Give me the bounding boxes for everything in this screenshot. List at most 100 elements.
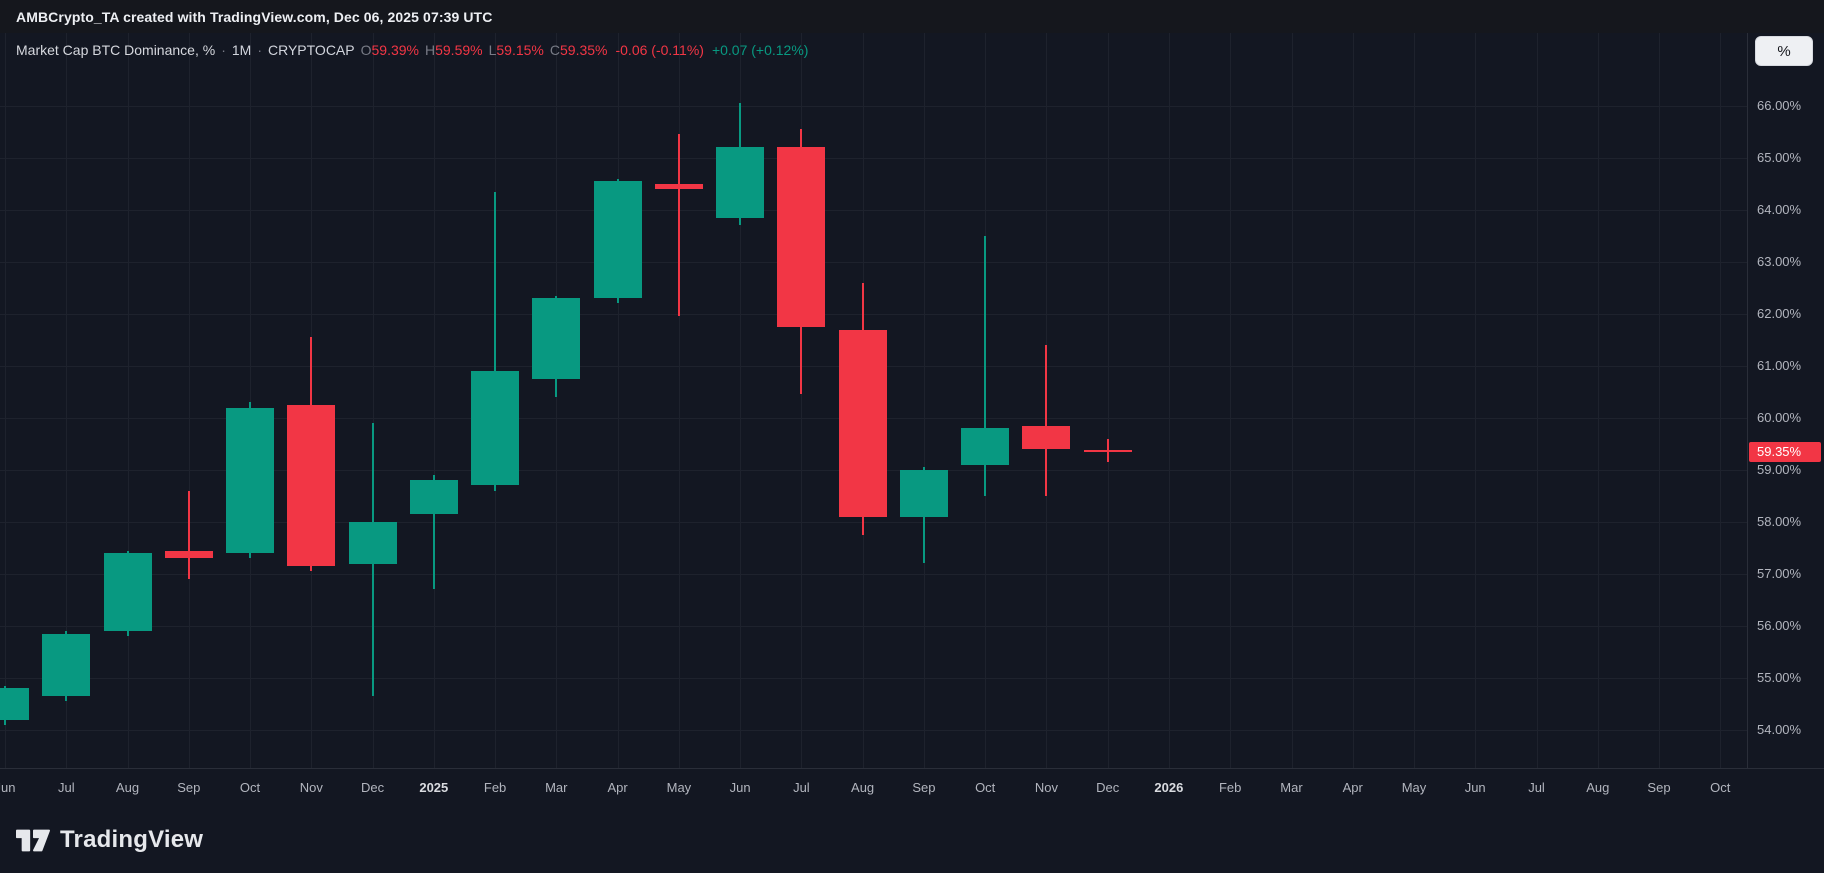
- candle: [838, 329, 887, 517]
- extended-change-value: +0.07 (+0.12%): [711, 42, 809, 58]
- time-scale[interactable]: Jun Jul Aug Sep Oct Nov Dec 2025 Feb Mar Apr May Jun…: [0, 768, 1747, 806]
- grid-line-h: [0, 626, 1747, 627]
- grid-line-v: [617, 33, 619, 768]
- time-tick-label: Oct: [239, 780, 261, 795]
- legend: Market Cap BTC Dominance, % · 1M · CRYPT…: [16, 41, 808, 59]
- candle: [348, 522, 397, 564]
- grid-line-v: [1352, 33, 1354, 768]
- time-tick-label: Oct: [975, 780, 996, 795]
- candle: [471, 371, 520, 486]
- time-tick-label: Sep: [1647, 780, 1671, 795]
- grid-line-v: [801, 33, 803, 768]
- time-tick-label: Feb: [483, 780, 507, 795]
- grid-line-v: [188, 33, 190, 768]
- attribution-bar: AMBCrypto_TA created with TradingView.co…: [0, 0, 1824, 33]
- grid-line-v: [556, 33, 558, 768]
- time-tick-label: Aug: [115, 780, 140, 795]
- time-tick-label: Jun: [1464, 780, 1486, 795]
- time-tick-label: 2025: [419, 780, 449, 795]
- time-tick-label: Mar: [1280, 780, 1303, 795]
- price-tick-label: 66.00%: [1757, 97, 1802, 113]
- time-tick-label: May: [1401, 780, 1427, 795]
- time-tick-label: Jun: [0, 780, 16, 795]
- time-tick-label: Jul: [57, 780, 75, 795]
- tradingview-logo[interactable]: TradingView: [16, 820, 203, 860]
- price-tick-label: 60.00%: [1757, 409, 1802, 425]
- candle: [532, 298, 581, 379]
- candle: [0, 688, 29, 720]
- grid-line-h: [0, 105, 1747, 107]
- grid-line-v: [372, 33, 374, 768]
- grid-line-v: [250, 33, 251, 768]
- candle: [103, 553, 152, 632]
- grid-line-h: [0, 522, 1747, 523]
- change-value: -0.06 (-0.11%): [615, 42, 704, 58]
- candle: [716, 147, 765, 218]
- candle-wick: [494, 191, 497, 491]
- legend-separator: ·: [257, 42, 262, 58]
- grid-line-v: [1230, 33, 1232, 768]
- candle: [42, 633, 91, 697]
- candle: [164, 550, 213, 559]
- grid-line-v: [1720, 33, 1722, 768]
- price-tick-label: 61.00%: [1757, 357, 1802, 373]
- grid-line-h: [0, 313, 1747, 315]
- time-tick-label: Aug: [851, 780, 875, 795]
- time-tick-label: Sep: [177, 780, 201, 795]
- price-tick-label: 56.00%: [1757, 618, 1802, 633]
- symbol-title[interactable]: Market Cap BTC Dominance, %: [16, 42, 216, 58]
- legend-separator: ·: [221, 42, 226, 58]
- grid-line-v: [923, 33, 925, 768]
- ohlc-high: H 59.59%: [424, 42, 483, 58]
- grid-line-v: [127, 33, 129, 768]
- plot-area[interactable]: [0, 33, 1747, 768]
- grid-line-v: [1414, 33, 1415, 768]
- candle: [287, 404, 336, 567]
- candle-wick: [677, 134, 680, 317]
- price-tick-label: 57.00%: [1757, 566, 1802, 581]
- grid-line-v: [1475, 33, 1477, 768]
- grid-line-v: [740, 33, 742, 768]
- time-tick-label: Dec: [361, 780, 385, 795]
- candle: [409, 480, 458, 515]
- exchange-label: CRYPTOCAP: [267, 42, 355, 58]
- price-tick-label: 59.00%: [1757, 461, 1802, 477]
- price-tick-label: 55.00%: [1757, 670, 1802, 685]
- time-tick-label: Apr: [1342, 780, 1363, 795]
- time-scale-corner: [1747, 768, 1824, 806]
- price-tick-label: 62.00%: [1757, 305, 1802, 321]
- candle: [593, 181, 642, 299]
- grid-line-v: [1168, 33, 1170, 768]
- tradingview-logo-icon: [16, 828, 50, 853]
- time-tick-label: Sep: [912, 780, 936, 795]
- grid-line-h: [0, 678, 1747, 679]
- grid-line-v: [1536, 33, 1538, 768]
- grid-line-v: [1597, 33, 1599, 768]
- attribution-text: AMBCrypto_TA created with TradingView.co…: [16, 8, 493, 25]
- price-scale[interactable]: % 59.35% 66.00% 65.00% 64.00% 63.00% 62.00% 6…: [1747, 33, 1824, 768]
- price-tick-label: 63.00%: [1757, 253, 1802, 269]
- time-tick-label: Nov: [299, 780, 323, 795]
- time-tick-label: Dec: [1096, 780, 1120, 795]
- candle: [961, 428, 1010, 465]
- price-tick-label: 54.00%: [1757, 722, 1802, 737]
- ohlc-low: L 59.15%: [488, 42, 544, 58]
- price-tick-label: 58.00%: [1757, 514, 1802, 529]
- grid-line-h: [0, 209, 1747, 211]
- time-tick-label: Jun: [729, 780, 751, 795]
- interval-label[interactable]: 1M: [231, 42, 252, 58]
- grid-line-v: [1107, 33, 1109, 768]
- tradingview-logo-text: TradingView: [60, 826, 204, 853]
- candle: [1083, 449, 1132, 452]
- time-tick-label: Feb: [1218, 780, 1242, 795]
- candle: [1022, 425, 1071, 450]
- time-tick-label: Aug: [1586, 780, 1610, 795]
- time-tick-label: Jul: [1528, 780, 1545, 795]
- candle: [654, 183, 703, 189]
- price-tick-label: 65.00%: [1757, 149, 1802, 165]
- grid-line-v: [678, 33, 680, 768]
- percent-scale-button[interactable]: %: [1755, 36, 1813, 66]
- time-tick-label: Nov: [1034, 780, 1058, 795]
- candle-wick: [984, 235, 987, 496]
